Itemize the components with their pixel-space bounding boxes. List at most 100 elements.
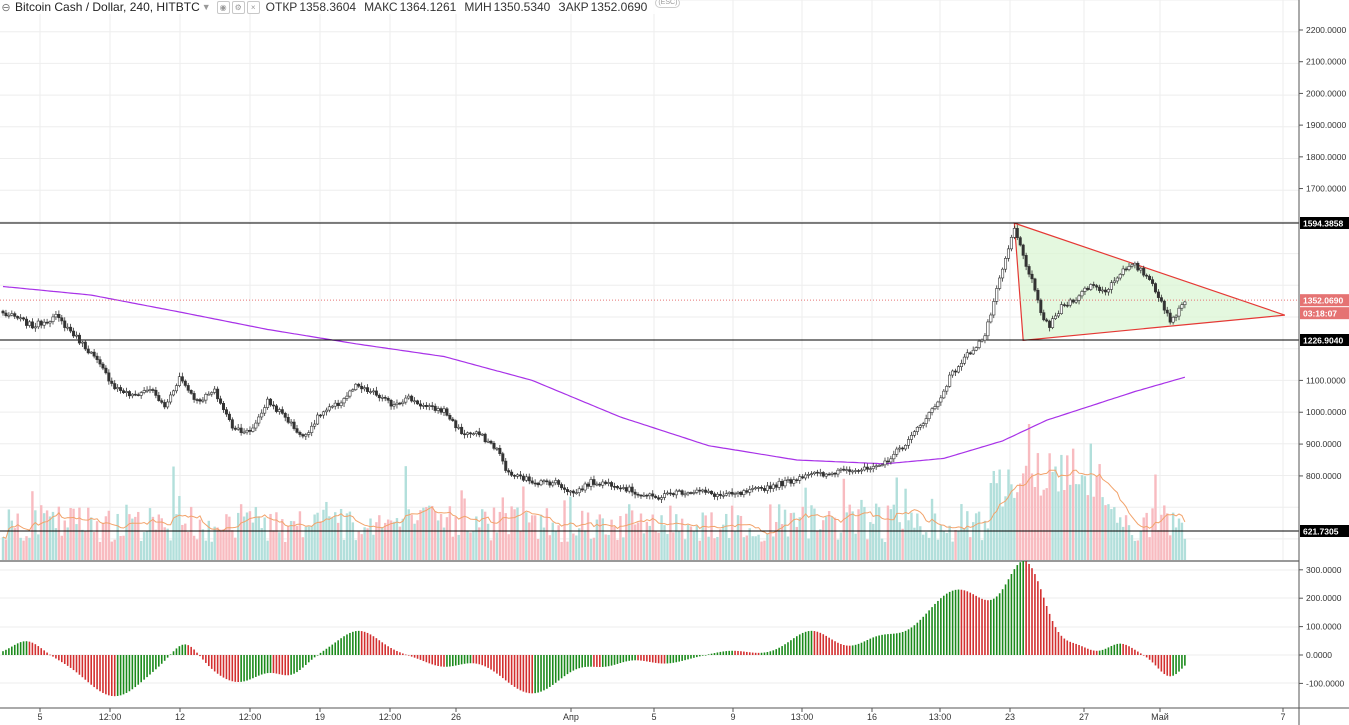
volume-bar bbox=[792, 512, 796, 560]
candle-body bbox=[389, 399, 393, 407]
volume-bar bbox=[1077, 484, 1081, 560]
volume-bar bbox=[710, 512, 713, 560]
volume-bar bbox=[922, 534, 925, 560]
histogram-bar bbox=[887, 634, 889, 655]
volume-bar bbox=[775, 521, 778, 560]
volume-bar bbox=[863, 506, 866, 560]
histogram-bar bbox=[90, 655, 92, 685]
candle-body bbox=[1098, 286, 1102, 291]
candle-body bbox=[333, 402, 337, 407]
volume-bar bbox=[933, 513, 937, 560]
histogram-bar bbox=[693, 655, 695, 658]
volume-bar bbox=[198, 519, 202, 560]
volume-bar bbox=[125, 504, 128, 560]
volume-bar bbox=[1019, 483, 1022, 560]
histogram-bar bbox=[366, 632, 369, 655]
candle-body bbox=[945, 386, 949, 392]
histogram-bar bbox=[287, 655, 289, 676]
histogram-bar bbox=[878, 635, 880, 655]
candle-body bbox=[742, 490, 746, 495]
candle-body bbox=[613, 486, 617, 488]
volume-bar bbox=[525, 512, 528, 560]
histogram-bar bbox=[1034, 574, 1036, 655]
candle-body bbox=[433, 405, 437, 411]
histogram-bar bbox=[651, 655, 654, 663]
x-tick-label: 12 bbox=[175, 712, 185, 722]
volume-bar bbox=[225, 514, 228, 560]
candle-body bbox=[615, 486, 619, 489]
volume-bars bbox=[1, 424, 1187, 560]
candle-body bbox=[654, 495, 658, 498]
histogram-bar bbox=[775, 649, 778, 655]
histogram-bar bbox=[804, 631, 807, 655]
volume-bar bbox=[386, 519, 390, 560]
candle-body bbox=[892, 454, 896, 460]
histogram-bar bbox=[63, 655, 66, 664]
volume-bar bbox=[1021, 473, 1025, 560]
candle-body bbox=[98, 359, 102, 365]
volume-bar bbox=[692, 530, 696, 560]
volume-bar bbox=[619, 516, 622, 560]
symbol-label[interactable]: Bitcoin Cash / Dollar, 240, HITBTC bbox=[15, 0, 200, 14]
candle-body bbox=[354, 383, 358, 390]
volume-bar bbox=[381, 526, 384, 560]
close-icon[interactable]: × bbox=[246, 0, 260, 14]
volume-bar bbox=[281, 519, 284, 560]
histogram-bar bbox=[519, 655, 522, 691]
candle-body bbox=[424, 404, 428, 407]
candle-body bbox=[692, 492, 696, 494]
volume-bar bbox=[1057, 491, 1060, 560]
candle-body bbox=[39, 320, 43, 326]
histogram-bar bbox=[513, 655, 516, 687]
histogram-bar bbox=[940, 598, 942, 655]
histogram-bar bbox=[748, 652, 751, 655]
settings-icon[interactable]: ⚙ bbox=[231, 0, 245, 14]
histogram-bar bbox=[316, 655, 319, 656]
x-tick-label: 13:00 bbox=[791, 712, 814, 722]
histogram-bar bbox=[108, 655, 110, 696]
chevron-down-icon[interactable]: ▼ bbox=[201, 2, 211, 12]
volume-bar bbox=[192, 535, 196, 560]
candle-body bbox=[466, 432, 470, 435]
histogram-bar bbox=[628, 655, 631, 661]
high-value: 1364.1261 bbox=[399, 0, 457, 14]
x-tick-label: 7 bbox=[1280, 712, 1285, 722]
candle-body bbox=[1, 310, 5, 314]
volume-bar bbox=[883, 541, 887, 560]
histogram-bar bbox=[840, 644, 842, 655]
volume-bar bbox=[777, 504, 781, 560]
candle-body bbox=[339, 402, 343, 406]
candle-body bbox=[163, 402, 167, 408]
candle-body bbox=[959, 363, 963, 367]
candle-body bbox=[1106, 289, 1110, 293]
candle-body bbox=[172, 390, 176, 396]
histogram-bar bbox=[428, 655, 431, 664]
candle-body bbox=[745, 490, 749, 493]
volume-bar bbox=[81, 529, 84, 560]
histogram-bar bbox=[1066, 640, 1069, 655]
histogram-bar bbox=[960, 589, 963, 655]
candle-body bbox=[454, 420, 458, 429]
eye-icon[interactable]: ◉ bbox=[216, 0, 230, 14]
volume-bar bbox=[930, 498, 934, 560]
candle-body bbox=[927, 412, 931, 419]
histogram-bar bbox=[119, 655, 122, 696]
candle-body bbox=[865, 466, 869, 470]
histogram-bar bbox=[957, 589, 960, 655]
candle-body bbox=[1059, 304, 1063, 314]
volume-bar bbox=[7, 509, 11, 560]
candle-body bbox=[680, 490, 684, 495]
histogram-bar bbox=[754, 652, 757, 655]
candle-body bbox=[80, 341, 84, 344]
histogram-bar bbox=[281, 655, 284, 675]
volume-bar bbox=[257, 516, 260, 560]
candle-body bbox=[783, 479, 787, 487]
histogram-bar bbox=[434, 655, 436, 666]
histogram-bar bbox=[1142, 655, 1145, 656]
volume-bar bbox=[1157, 530, 1160, 560]
candle-body bbox=[633, 491, 637, 495]
candle-body bbox=[460, 426, 464, 435]
chart-settings-icon[interactable]: ⊖ bbox=[1, 1, 11, 14]
candle-body bbox=[4, 312, 8, 316]
